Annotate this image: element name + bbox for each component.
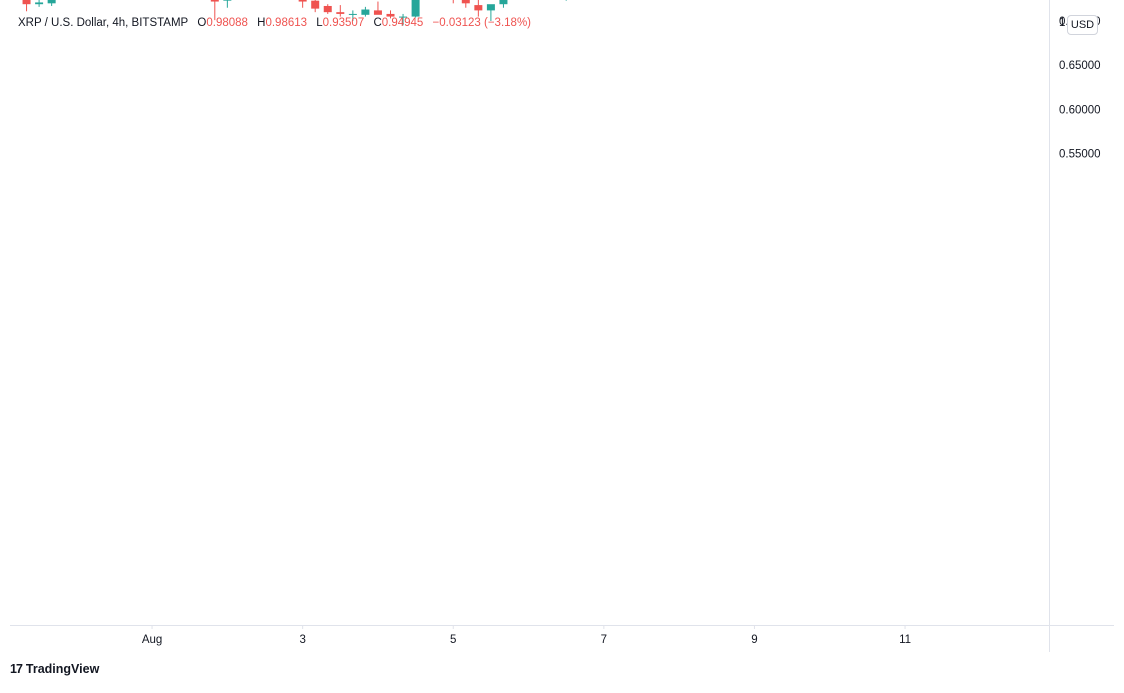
candle-body	[386, 13, 395, 17]
chart-legend: XRP / U.S. Dollar, 4h, BITSTAMP O0.98088…	[18, 17, 537, 29]
candle	[386, 10, 395, 19]
close-value: 0.94945	[381, 17, 424, 29]
price-tick-label: 0.55000	[1059, 149, 1101, 161]
time-tick-label: 5	[450, 634, 456, 646]
candle	[348, 10, 357, 21]
candle-body	[336, 12, 345, 14]
candle-body	[411, 0, 420, 17]
candle	[499, 0, 508, 8]
time-tick-label: 9	[751, 634, 757, 646]
candle	[399, 13, 408, 26]
low-value: 0.93507	[322, 17, 365, 29]
candle-body	[499, 0, 508, 5]
candles	[22, 0, 567, 26]
open-value: 0.98088	[206, 17, 248, 29]
candle	[373, 1, 382, 15]
low-label: L	[316, 17, 323, 29]
brand-name: TradingView	[25, 662, 100, 676]
candle	[361, 6, 370, 17]
price-tick-label: 0.65000	[1059, 60, 1101, 72]
price-tick-label: 1	[1059, 17, 1065, 29]
change-value: −0.03123 (−3.18%)	[432, 17, 531, 29]
candle-body	[361, 9, 370, 15]
candle	[461, 0, 470, 8]
candle	[311, 0, 320, 13]
time-tick-label: 3	[299, 634, 305, 646]
candle-body	[461, 0, 470, 4]
close-label: C	[373, 17, 382, 29]
candle-body	[373, 10, 382, 15]
time-tick-label: 7	[601, 634, 607, 646]
high-label: H	[257, 17, 266, 29]
candle-body	[223, 0, 232, 1]
candle-body	[210, 0, 219, 2]
time-axis: Aug 3 5 7 9 11	[142, 625, 911, 646]
symbol-title: XRP / U.S. Dollar, 4h, BITSTAMP	[18, 17, 189, 29]
candle	[323, 4, 332, 14]
candle-body	[486, 4, 495, 11]
high-value: 0.98613	[265, 17, 308, 29]
axis-lines	[10, 0, 1114, 652]
candle-body	[323, 5, 332, 13]
candle-body	[22, 0, 31, 5]
candle	[298, 0, 307, 8]
tradingview-logo-icon: 17	[10, 662, 23, 676]
candle	[486, 4, 495, 21]
time-tick-label: Aug	[142, 634, 162, 646]
candle	[22, 0, 31, 12]
candle	[47, 0, 56, 6]
candle	[223, 0, 232, 8]
candle-body	[311, 0, 320, 9]
candle	[35, 0, 44, 7]
currency-unit-button[interactable]: USD	[1067, 15, 1098, 35]
candle-body	[474, 5, 483, 11]
candle-body	[47, 0, 56, 4]
candle	[336, 5, 345, 17]
candle	[565, 0, 567, 1]
candle-body	[399, 16, 408, 18]
time-tick-label: 11	[899, 634, 911, 646]
candle	[452, 0, 454, 4]
candle	[210, 0, 219, 21]
candle-body	[348, 13, 357, 15]
candle	[474, 0, 483, 17]
candle-body	[35, 2, 44, 5]
tradingview-brand[interactable]: 17 TradingView	[10, 662, 99, 676]
price-tick-label: 0.60000	[1059, 104, 1101, 116]
candle	[411, 0, 420, 18]
open-label: O	[197, 17, 207, 29]
candle-body	[298, 0, 307, 2]
